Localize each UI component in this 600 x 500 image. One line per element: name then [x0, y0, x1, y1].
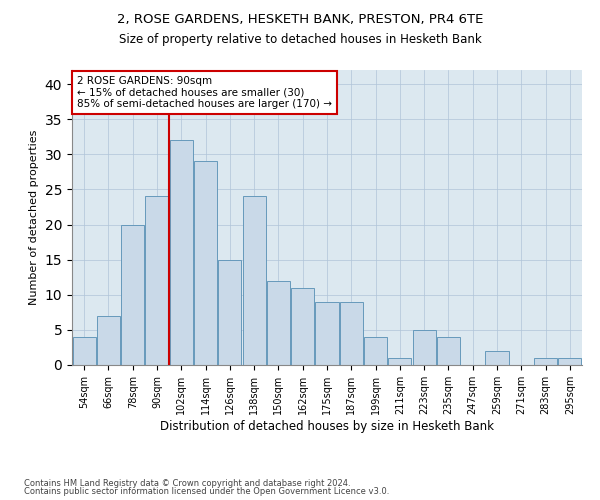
Bar — [218, 260, 241, 365]
Bar — [73, 337, 95, 365]
Bar — [170, 140, 193, 365]
Bar — [291, 288, 314, 365]
Y-axis label: Number of detached properties: Number of detached properties — [29, 130, 39, 305]
Bar — [340, 302, 363, 365]
X-axis label: Distribution of detached houses by size in Hesketh Bank: Distribution of detached houses by size … — [160, 420, 494, 432]
Text: Size of property relative to detached houses in Hesketh Bank: Size of property relative to detached ho… — [119, 32, 481, 46]
Bar — [559, 358, 581, 365]
Bar — [145, 196, 169, 365]
Bar — [364, 337, 387, 365]
Bar — [437, 337, 460, 365]
Bar — [534, 358, 557, 365]
Text: Contains HM Land Registry data © Crown copyright and database right 2024.: Contains HM Land Registry data © Crown c… — [24, 478, 350, 488]
Bar — [242, 196, 266, 365]
Bar — [316, 302, 338, 365]
Bar — [267, 280, 290, 365]
Text: 2, ROSE GARDENS, HESKETH BANK, PRESTON, PR4 6TE: 2, ROSE GARDENS, HESKETH BANK, PRESTON, … — [117, 12, 483, 26]
Bar — [413, 330, 436, 365]
Bar — [388, 358, 412, 365]
Text: 2 ROSE GARDENS: 90sqm
← 15% of detached houses are smaller (30)
85% of semi-deta: 2 ROSE GARDENS: 90sqm ← 15% of detached … — [77, 76, 332, 109]
Text: Contains public sector information licensed under the Open Government Licence v3: Contains public sector information licen… — [24, 487, 389, 496]
Bar — [194, 162, 217, 365]
Bar — [97, 316, 120, 365]
Bar — [121, 224, 144, 365]
Bar — [485, 351, 509, 365]
